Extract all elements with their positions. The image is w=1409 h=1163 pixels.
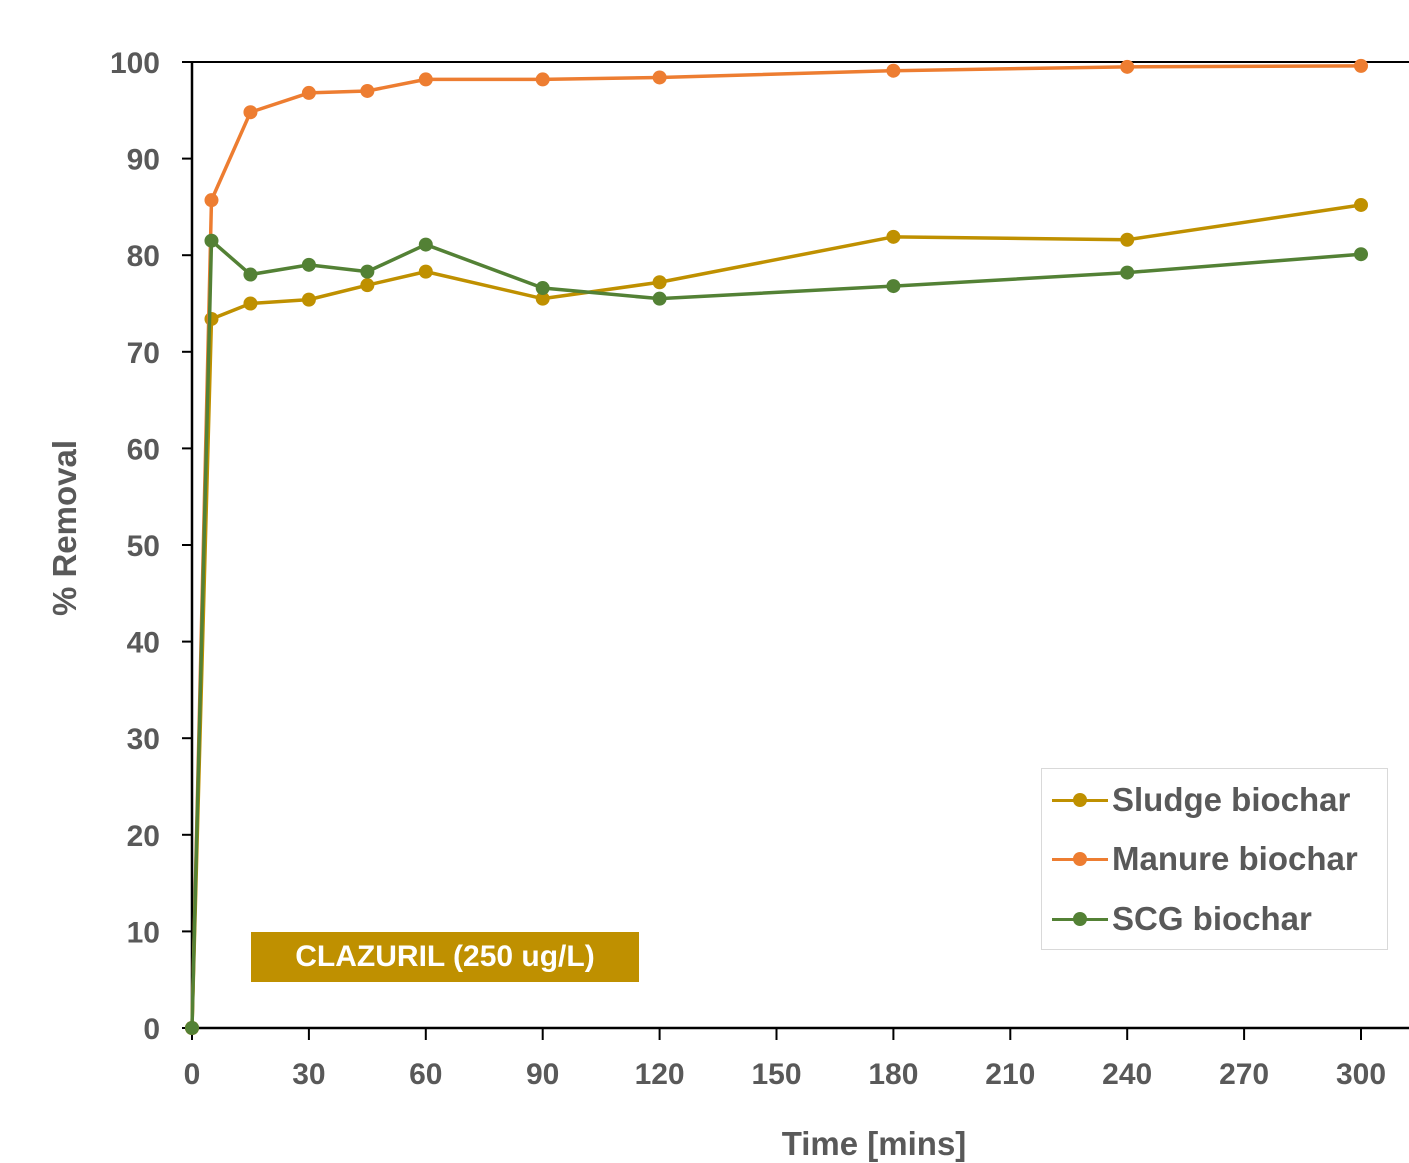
data-point-manure-biochar xyxy=(1120,59,1135,74)
y-tick-label: 60 xyxy=(127,433,160,466)
y-tick-label: 100 xyxy=(110,47,160,80)
series-group xyxy=(185,58,1368,1035)
x-tick-label: 300 xyxy=(1336,1058,1386,1091)
legend-swatch-sludge xyxy=(1050,790,1110,810)
data-point-manure-biochar xyxy=(1354,58,1368,73)
y-tick-label: 80 xyxy=(127,240,160,273)
legend-item-sludge: Sludge biochar xyxy=(1050,780,1350,820)
y-tick-label: 50 xyxy=(127,530,160,563)
x-tick-label: 30 xyxy=(292,1058,325,1091)
legend-item-manure: Manure biochar xyxy=(1050,839,1358,879)
data-point-manure-biochar xyxy=(535,72,550,87)
x-tick-label: 150 xyxy=(751,1058,801,1091)
series-sludge-biochar xyxy=(185,197,1368,1035)
data-point-manure-biochar xyxy=(418,72,433,87)
data-point-manure-biochar xyxy=(886,63,901,78)
data-point-scg-biochar xyxy=(243,267,258,282)
data-point-manure-biochar xyxy=(301,85,316,100)
data-point-sludge-biochar xyxy=(418,264,433,279)
legend-swatch-scg xyxy=(1050,909,1110,929)
data-point-manure-biochar xyxy=(652,70,667,85)
y-tick-label: 0 xyxy=(143,1013,160,1046)
x-tick-label: 180 xyxy=(868,1058,918,1091)
data-point-sludge-biochar xyxy=(886,229,901,244)
y-tick-label: 90 xyxy=(127,144,160,177)
data-point-manure-biochar xyxy=(204,193,219,208)
x-tick-label: 120 xyxy=(635,1058,685,1091)
data-point-scg-biochar xyxy=(1120,265,1135,280)
legend-label-scg: SCG biochar xyxy=(1112,900,1312,937)
legend-swatch-manure xyxy=(1050,849,1110,869)
axes: 0 10 20 30 40 50 60 70 80 90 100 0 30 60 90 120 150 180 21… xyxy=(110,47,1409,1091)
data-point-scg-biochar xyxy=(204,233,219,248)
data-point-sludge-biochar xyxy=(652,275,667,290)
y-tick-label: 20 xyxy=(127,820,160,853)
data-point-sludge-biochar xyxy=(1354,197,1368,212)
data-point-sludge-biochar xyxy=(535,291,550,306)
legend-label-sludge: Sludge biochar xyxy=(1112,781,1351,818)
data-point-scg-biochar xyxy=(185,1021,199,1035)
data-point-sludge-biochar xyxy=(1120,232,1135,247)
data-point-scg-biochar xyxy=(652,291,667,306)
y-tick-label: 30 xyxy=(127,723,160,756)
data-point-scg-biochar xyxy=(301,257,316,272)
x-tick-label: 90 xyxy=(526,1058,559,1091)
y-tick-label: 40 xyxy=(127,627,160,660)
x-tick-label: 240 xyxy=(1102,1058,1152,1091)
chart-annotation: CLAZURIL (250 ug/L) xyxy=(251,932,639,982)
x-tick-label: 60 xyxy=(409,1058,442,1091)
y-tick-label: 10 xyxy=(127,916,160,949)
data-point-sludge-biochar xyxy=(301,292,316,307)
data-point-sludge-biochar xyxy=(204,311,219,326)
legend-item-scg: SCG biochar xyxy=(1050,899,1312,939)
y-axis-label: % Removal xyxy=(46,440,83,616)
x-tick-label: 210 xyxy=(985,1058,1035,1091)
data-point-scg-biochar xyxy=(1354,247,1368,262)
data-point-scg-biochar xyxy=(360,264,375,279)
data-point-manure-biochar xyxy=(360,83,375,98)
data-point-scg-biochar xyxy=(886,279,901,294)
data-point-sludge-biochar xyxy=(360,278,375,293)
data-point-manure-biochar xyxy=(243,105,258,120)
data-point-scg-biochar xyxy=(418,237,433,252)
x-axis-label: Time [mins] xyxy=(782,1125,967,1162)
y-tick-label: 70 xyxy=(127,337,160,370)
data-point-sludge-biochar xyxy=(243,296,258,311)
x-tick-label: 0 xyxy=(184,1058,201,1091)
series-scg-biochar xyxy=(185,233,1368,1035)
x-tick-label: 270 xyxy=(1219,1058,1269,1091)
legend: Sludge biochar Manure biochar SCG biocha… xyxy=(1041,768,1388,950)
legend-label-manure: Manure biochar xyxy=(1112,840,1358,877)
data-point-scg-biochar xyxy=(535,281,550,296)
